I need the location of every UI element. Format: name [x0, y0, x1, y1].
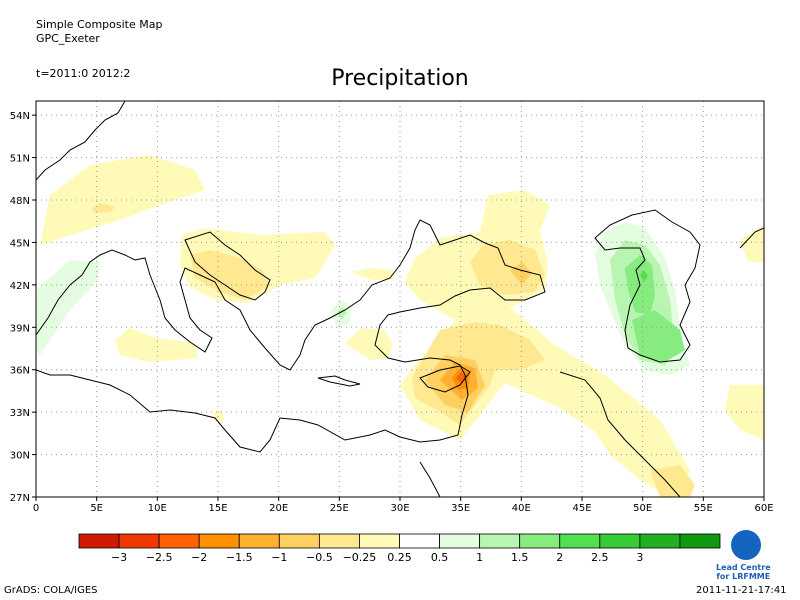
- anomaly-region-aegean-north: [350, 268, 393, 280]
- lon-tick-label: 40E: [512, 503, 531, 514]
- map-title: Precipitation: [331, 66, 469, 91]
- colorbar-swatch: [639, 533, 681, 549]
- colorbar-swatch: [158, 533, 200, 549]
- lon-tick-label: 60E: [754, 503, 773, 514]
- colorbar-swatch: [198, 533, 240, 549]
- wmo-logo-icon: [731, 530, 761, 560]
- lat-tick-label: 51N: [10, 154, 30, 165]
- anomaly-region-aegean-south: [345, 328, 393, 360]
- colorbar-label: −2.5: [146, 551, 173, 564]
- lon-tick-label: 20E: [269, 503, 288, 514]
- anomaly-region-ionian: [115, 328, 198, 362]
- anomaly-region-orange-southeast: [650, 465, 695, 497]
- colorbar-label: 1.5: [511, 551, 529, 564]
- colorbar-swatch: [78, 533, 120, 549]
- map-subtitle-2: GPC_Exeter: [36, 32, 100, 45]
- colorbar-label: 2.5: [591, 551, 609, 564]
- lat-tick-label: 54N: [10, 111, 30, 122]
- colorbar-swatch: [359, 533, 400, 549]
- colorbar-swatch: [479, 533, 521, 549]
- colorbar-label: 0.5: [431, 551, 449, 564]
- logo-caption-line1: Lead Centre: [716, 563, 771, 572]
- colorbar-label: 2: [556, 551, 563, 564]
- colorbar-label: 1: [476, 551, 483, 564]
- anomaly-region-green-west: [36, 260, 100, 355]
- latitude-ticks: 27N 30N 33N 36N 39N 42N 45N 48N 51N 54N: [10, 111, 36, 504]
- colorbar-swatch: [399, 533, 440, 549]
- anomaly-region-green-caspian-center: [640, 270, 648, 282]
- colorbar-label: 3: [636, 551, 643, 564]
- colorbar-label: −0.25: [343, 551, 377, 564]
- lon-tick-label: 35E: [451, 503, 470, 514]
- lat-tick-label: 45N: [10, 238, 30, 249]
- anomaly-region-green-caspian-south: [632, 310, 685, 362]
- colorbar-swatch: [278, 533, 320, 549]
- lon-tick-label: 30E: [390, 503, 409, 514]
- footer-credit: GrADS: COLA/IGES: [4, 585, 98, 596]
- colorbar-swatch: [318, 533, 360, 549]
- colorbar-swatch: [238, 533, 280, 549]
- logo-caption: Lead Centre for LRFMME: [716, 563, 771, 581]
- anomaly-region-orange-adriatic: [190, 250, 270, 300]
- lon-tick-label: 50E: [633, 503, 652, 514]
- lat-tick-label: 42N: [10, 281, 30, 292]
- lat-tick-label: 36N: [10, 366, 30, 377]
- colorbar-label: −1.5: [226, 551, 253, 564]
- longitude-ticks: 0 5E 10E 15E 20E 25E 30E 35E 40E 45E 50E 55E 60E: [33, 497, 774, 514]
- lat-tick-label: 39N: [10, 323, 30, 334]
- anomaly-region-northeast: [740, 225, 764, 262]
- logo-caption-line2: for LRFMME: [716, 572, 771, 581]
- map-gridlines: [36, 101, 764, 497]
- anomaly-region-orange-blacksea: [470, 240, 545, 295]
- precipitation-anomaly-shading: [36, 155, 764, 497]
- lat-tick-label: 30N: [10, 451, 30, 462]
- anomaly-region-orange-europe: [92, 203, 115, 213]
- colorbar-label: −2: [191, 551, 207, 564]
- colorbar-label: −0.5: [306, 551, 333, 564]
- lat-tick-label: 27N: [10, 493, 30, 504]
- time-range-label: t=2011:0 2012:2: [36, 67, 131, 80]
- lon-tick-label: 15E: [208, 503, 227, 514]
- footer-timestamp: 2011-11-21-17:41: [696, 585, 787, 596]
- lon-tick-label: 0: [33, 503, 39, 514]
- lon-tick-label: 55E: [694, 503, 713, 514]
- colorbar-swatch: [439, 533, 481, 549]
- lon-tick-label: 10E: [148, 503, 167, 514]
- anomaly-region-east: [725, 385, 764, 440]
- lat-tick-label: 33N: [10, 408, 30, 419]
- coastlines: [36, 101, 764, 497]
- lat-tick-label: 48N: [10, 196, 30, 207]
- colorbar-swatch: [679, 533, 721, 549]
- map-subtitle-1: Simple Composite Map: [36, 18, 163, 31]
- anomaly-region-strong-blacksea: [510, 262, 532, 285]
- anomaly-region-central-europe: [40, 155, 205, 245]
- colorbar-label: −1: [271, 551, 287, 564]
- colorbar-swatch: [599, 533, 641, 549]
- colorbar-swatch: [118, 533, 160, 549]
- colorbar: −3 −2.5 −2 −1.5 −1 −0.5 −0.25 0.25 0.5 1 1.5 2 2.5 3: [78, 533, 721, 564]
- colorbar-label: −3: [111, 551, 127, 564]
- lon-tick-label: 45E: [572, 503, 591, 514]
- lon-tick-label: 5E: [90, 503, 103, 514]
- colorbar-label: 0.25: [387, 551, 412, 564]
- lon-tick-label: 25E: [330, 503, 349, 514]
- colorbar-swatch: [559, 533, 601, 549]
- colorbar-swatch: [519, 533, 561, 549]
